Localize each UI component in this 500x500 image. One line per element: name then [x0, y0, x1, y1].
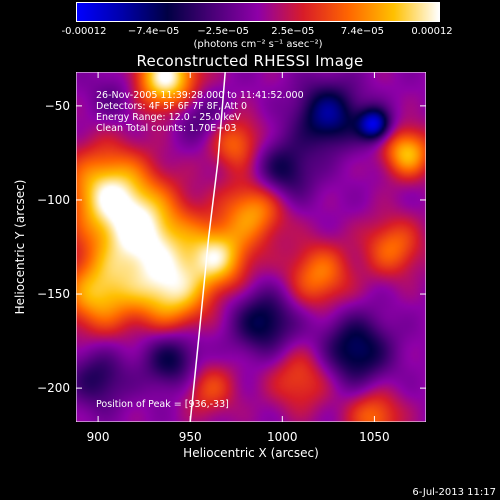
- heatmap-image: [76, 72, 426, 422]
- colorbar-tick-label: −7.4e−05: [127, 26, 180, 37]
- solar-limb-line: [189, 72, 226, 422]
- x-tick-label: 900: [87, 430, 110, 444]
- x-axis-label: Heliocentric X (arcsec): [183, 446, 319, 460]
- y-axis-label: Heliocentric Y (arcsec): [13, 180, 27, 315]
- info-detectors: Detectors: 4F 5F 6F 7F 8F, Att 0: [96, 101, 247, 112]
- chart-title: Reconstructed RHESSI Image: [136, 52, 364, 70]
- colorbar-tick-label: 7.4e−05: [340, 26, 384, 37]
- x-tick-label: 1050: [359, 430, 390, 444]
- colorbar-tick-label: 2.5e−05: [271, 26, 315, 37]
- y-tick-label: −150: [37, 287, 70, 301]
- colorbar-gradient: [77, 3, 439, 21]
- y-tick-label: −100: [37, 193, 70, 207]
- footer-date: 6-Jul-2013 11:17: [412, 487, 496, 498]
- y-tick-label: −200: [37, 381, 70, 395]
- rhessi-image-plot: 26-Nov-2005 11:39:28.000 to 11:41:52.000…: [76, 72, 426, 422]
- colorbar-tick-label: -0.00012: [61, 26, 107, 37]
- info-energy-range: Energy Range: 12.0 - 25.0 keV: [96, 112, 241, 123]
- colorbar-tick-label: −2.5e−05: [197, 26, 249, 37]
- colorbar-units: (photons cm⁻² s⁻¹ asec⁻²): [193, 39, 323, 50]
- info-time-range: 26-Nov-2005 11:39:28.000 to 11:41:52.000: [96, 90, 304, 101]
- colorbar: [76, 2, 440, 22]
- y-tick-label: −50: [45, 99, 70, 113]
- x-tick-label: 950: [179, 430, 202, 444]
- x-tick-label: 1000: [267, 430, 298, 444]
- peak-position-label: Position of Peak = [936,-33]: [96, 399, 229, 410]
- info-clean-counts: Clean Total counts: 1.70E+03: [96, 123, 236, 134]
- colorbar-tick-label: 0.00012: [411, 26, 453, 37]
